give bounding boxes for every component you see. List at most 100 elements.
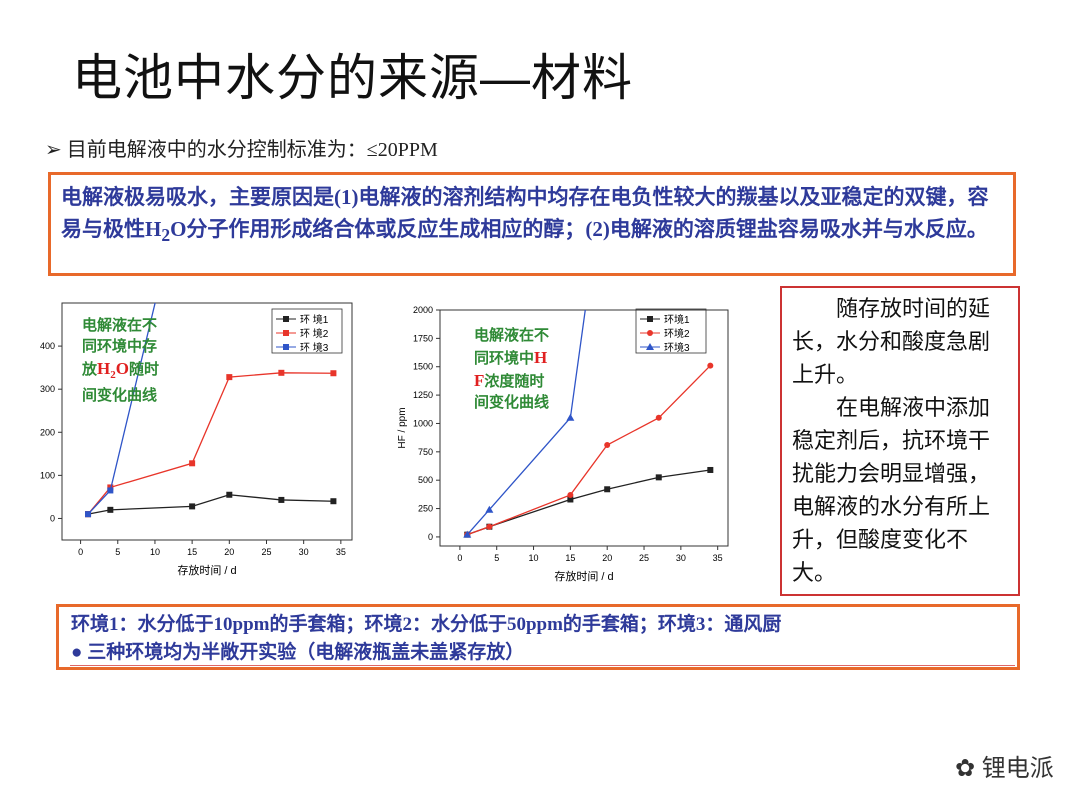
text: 电解液在不同环境中存放: [82, 318, 158, 378]
y-tick-label: 0: [428, 532, 433, 542]
x-tick-label: 15: [565, 553, 575, 563]
chart-annotation: 电解液在不同环境中HF浓度随时间变化曲线: [474, 326, 554, 414]
legend-label: 环境1: [664, 313, 690, 326]
x-tick-label: 35: [336, 547, 346, 557]
point: [226, 491, 233, 498]
point: [707, 362, 714, 369]
x-tick-label: 25: [261, 547, 271, 557]
legend-label: 环境2: [664, 327, 690, 340]
text: 电解液在不同环境中: [474, 328, 550, 367]
divider: [70, 665, 1015, 666]
text: 电解液极易吸水，主要原因是(1)电解液的溶剂结构中均存在电负性较大的羰基以及亚稳…: [61, 185, 989, 241]
point: [278, 496, 285, 503]
y-tick-label: 100: [40, 470, 55, 480]
dot: ●: [71, 642, 88, 663]
arrow: ➢: [45, 139, 67, 161]
bullet: ● 三种环境均为半敞开实验（电解液瓶盖未盖紧存放）: [71, 639, 1005, 667]
series-line: [467, 365, 711, 536]
point: [486, 523, 493, 530]
point: [604, 486, 611, 493]
legend-label: 环 境2: [300, 327, 329, 340]
point: [567, 496, 574, 503]
series-line: [466, 310, 586, 536]
point: [189, 460, 196, 467]
y-tick-label: 400: [40, 341, 55, 351]
plot-frame: [61, 302, 353, 541]
legend-marker: [283, 344, 289, 350]
y-tick-label: 250: [418, 504, 433, 514]
x-tick-label: 30: [299, 547, 309, 557]
icon: ✿: [955, 755, 982, 782]
text: O分子作用形成络合体或反应生成相应的醇；(2)电解液的溶质锂盐容易吸水并与水反应…: [170, 217, 988, 241]
y-tick-label: 300: [40, 384, 55, 394]
point: [566, 413, 575, 421]
point: [107, 487, 114, 494]
paragraph: 在电解液中添加稳定剂后，抗环境干扰能力会明显增强，电解液的水分有所上升，但酸度变…: [792, 395, 991, 585]
note-box: 电解液极易吸水，主要原因是(1)电解液的溶剂结构中均存在电负性较大的羰基以及亚稳…: [48, 172, 1016, 276]
bullet: ➢ 目前电解液中的水分控制标准为：≤20PPM: [45, 133, 438, 162]
text: O: [115, 359, 129, 378]
x-tick-label: 10: [529, 553, 539, 563]
x-tick-label: 20: [602, 553, 612, 563]
legend-label: 环 境3: [300, 341, 329, 354]
point: [567, 491, 574, 498]
x-tick-label: 10: [150, 547, 160, 557]
point: [189, 503, 196, 510]
side-box: 随存放时间的延长，水分和酸度急剧上升。 在电解液中添加稳定剂后，抗环境干扰能力会明…: [780, 286, 1020, 596]
legend-marker: [647, 316, 653, 322]
x-tick-label: 0: [78, 547, 83, 557]
y-tick-label: 500: [418, 475, 433, 485]
y-tick-label: 200: [40, 427, 55, 437]
legend-box: [271, 308, 343, 354]
plot: [463, 310, 714, 538]
x-tick-label: 35: [713, 553, 723, 563]
y-tick-label: 1000: [413, 418, 433, 428]
x-tick-label: 0: [457, 553, 462, 563]
x-tick-label: 25: [639, 553, 649, 563]
x-tick-label: 20: [224, 547, 234, 557]
chart: 0 5 10 15 20 25 30 35 0 250 500 750 1000 1250 1500 1750…: [397, 305, 729, 583]
x-tick-label: 5: [494, 553, 499, 563]
text: 浓度随时间变化曲线: [474, 374, 550, 411]
text: 2: [110, 369, 116, 381]
slide-title: 电池中水分的来源—材料: [72, 50, 633, 106]
point: [278, 369, 285, 376]
point: [485, 505, 494, 513]
point: [604, 442, 611, 449]
point: [707, 466, 714, 473]
legend-marker: [646, 343, 654, 350]
y-tick-label: 1750: [413, 333, 433, 343]
paragraph: 随存放时间的延长，水分和酸度急剧上升。: [792, 296, 991, 387]
y-tick-label: 1500: [413, 362, 433, 372]
bullet-text: 目前电解液中的水分控制标准为：≤20PPM: [66, 139, 438, 161]
point: [107, 506, 114, 513]
x-axis-label: 存放时间 / d: [554, 569, 613, 583]
point: [463, 530, 472, 538]
footer-box: 环境1：水分低于10ppm的手套箱；环境2：水分低于50ppm的手套箱；环境3：…: [56, 604, 1020, 670]
y-tick-label: 0: [50, 513, 55, 523]
point: [330, 370, 337, 377]
point: [330, 498, 337, 505]
legend-marker: [283, 330, 289, 336]
y-tick-label: 750: [418, 447, 433, 457]
point: [655, 474, 662, 481]
point: [655, 414, 662, 421]
plot-frame: [439, 309, 729, 547]
chart-annotation: 电解液在不同环境中存放H2O随时间变化曲线: [82, 316, 162, 407]
plot: [85, 303, 337, 518]
y-tick-label: 2000: [413, 305, 433, 315]
y-axis-label: HF / ppm: [397, 407, 408, 448]
point: [226, 374, 233, 381]
legend-marker: [283, 316, 289, 322]
text: H: [97, 359, 111, 378]
series-line: [467, 469, 711, 536]
series-line: [87, 494, 334, 515]
legend-label: 环境3: [664, 341, 690, 354]
text: HF: [474, 348, 548, 390]
series-line: [87, 372, 334, 515]
text: 环境1：水分低于10ppm的手套箱；环境2：水分低于50ppm的手套箱；环境3：…: [71, 614, 782, 635]
x-axis-label: 存放时间 / d: [177, 563, 236, 577]
legend-label: 环 境1: [300, 313, 329, 326]
text: 三种环境均为半敞开实验（电解液瓶盖未盖紧存放）: [87, 642, 525, 663]
